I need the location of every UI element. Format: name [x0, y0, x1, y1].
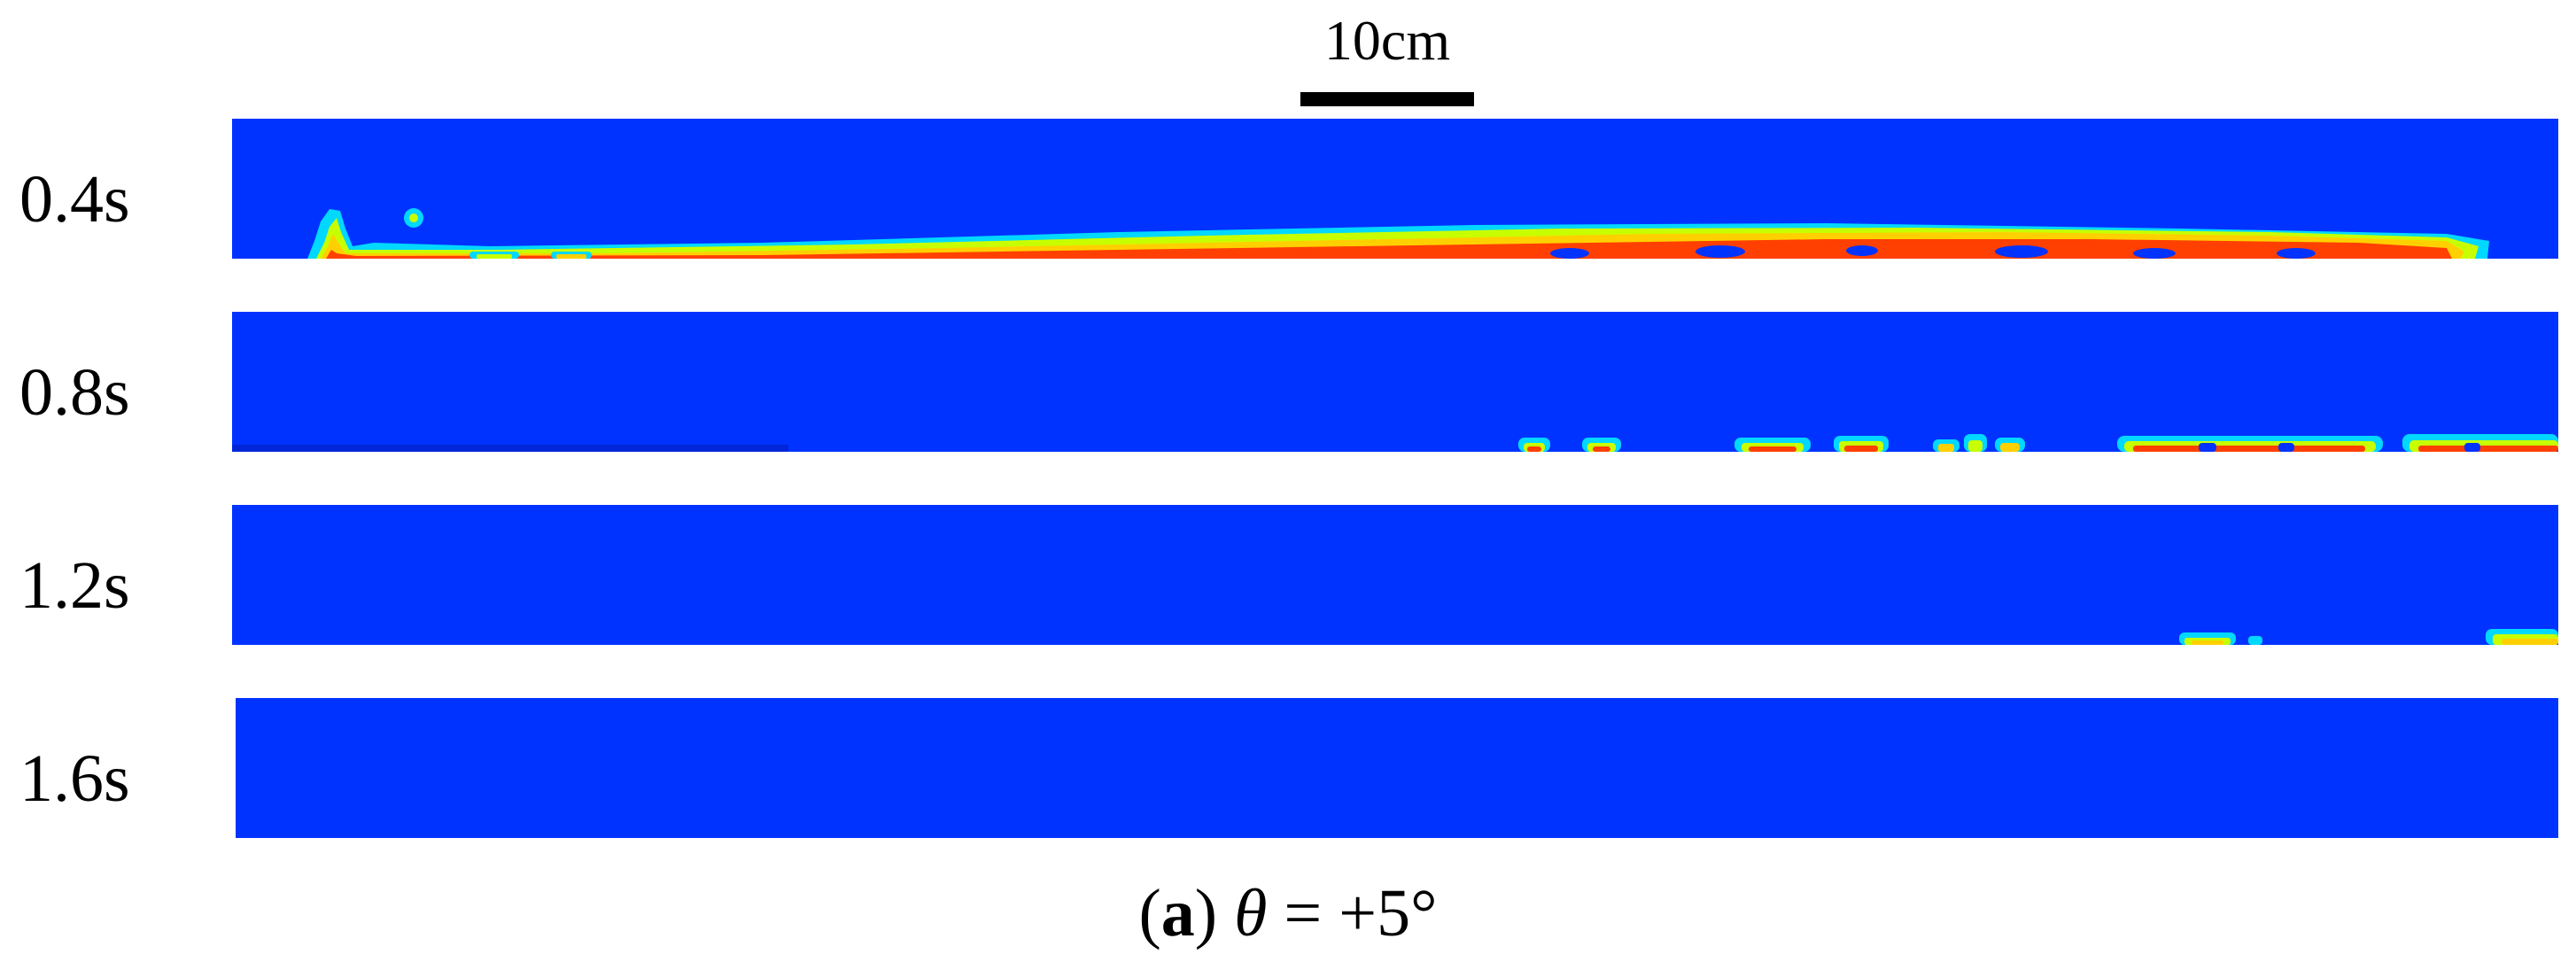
contour-panel-2 — [232, 505, 2558, 645]
time-label-1: 0.8s — [19, 355, 130, 430]
time-label-3: 1.6s — [19, 741, 130, 816]
contour-panel-3 — [236, 698, 2558, 838]
contour-panel-0 — [232, 119, 2558, 259]
caption-close-paren: ) — [1194, 876, 1218, 950]
contour-field-2 — [232, 505, 2558, 645]
contour-field-1 — [232, 312, 2558, 452]
caption-open-paren: ( — [1138, 876, 1161, 950]
contour-panel-1 — [232, 312, 2558, 452]
time-label-2: 1.2s — [19, 548, 130, 623]
contour-field-3 — [236, 698, 2558, 838]
time-label-0: 0.4s — [19, 162, 130, 237]
caption-panel-letter: a — [1160, 876, 1195, 950]
caption-theta-symbol: θ — [1234, 876, 1268, 950]
figure-caption: (a) θ = +5° — [934, 873, 1642, 953]
contour-field-0 — [232, 119, 2558, 259]
caption-angle-value: = +5° — [1267, 876, 1438, 950]
scale-bar-label: 10cm — [1323, 9, 1451, 72]
scale-bar — [1300, 92, 1474, 106]
